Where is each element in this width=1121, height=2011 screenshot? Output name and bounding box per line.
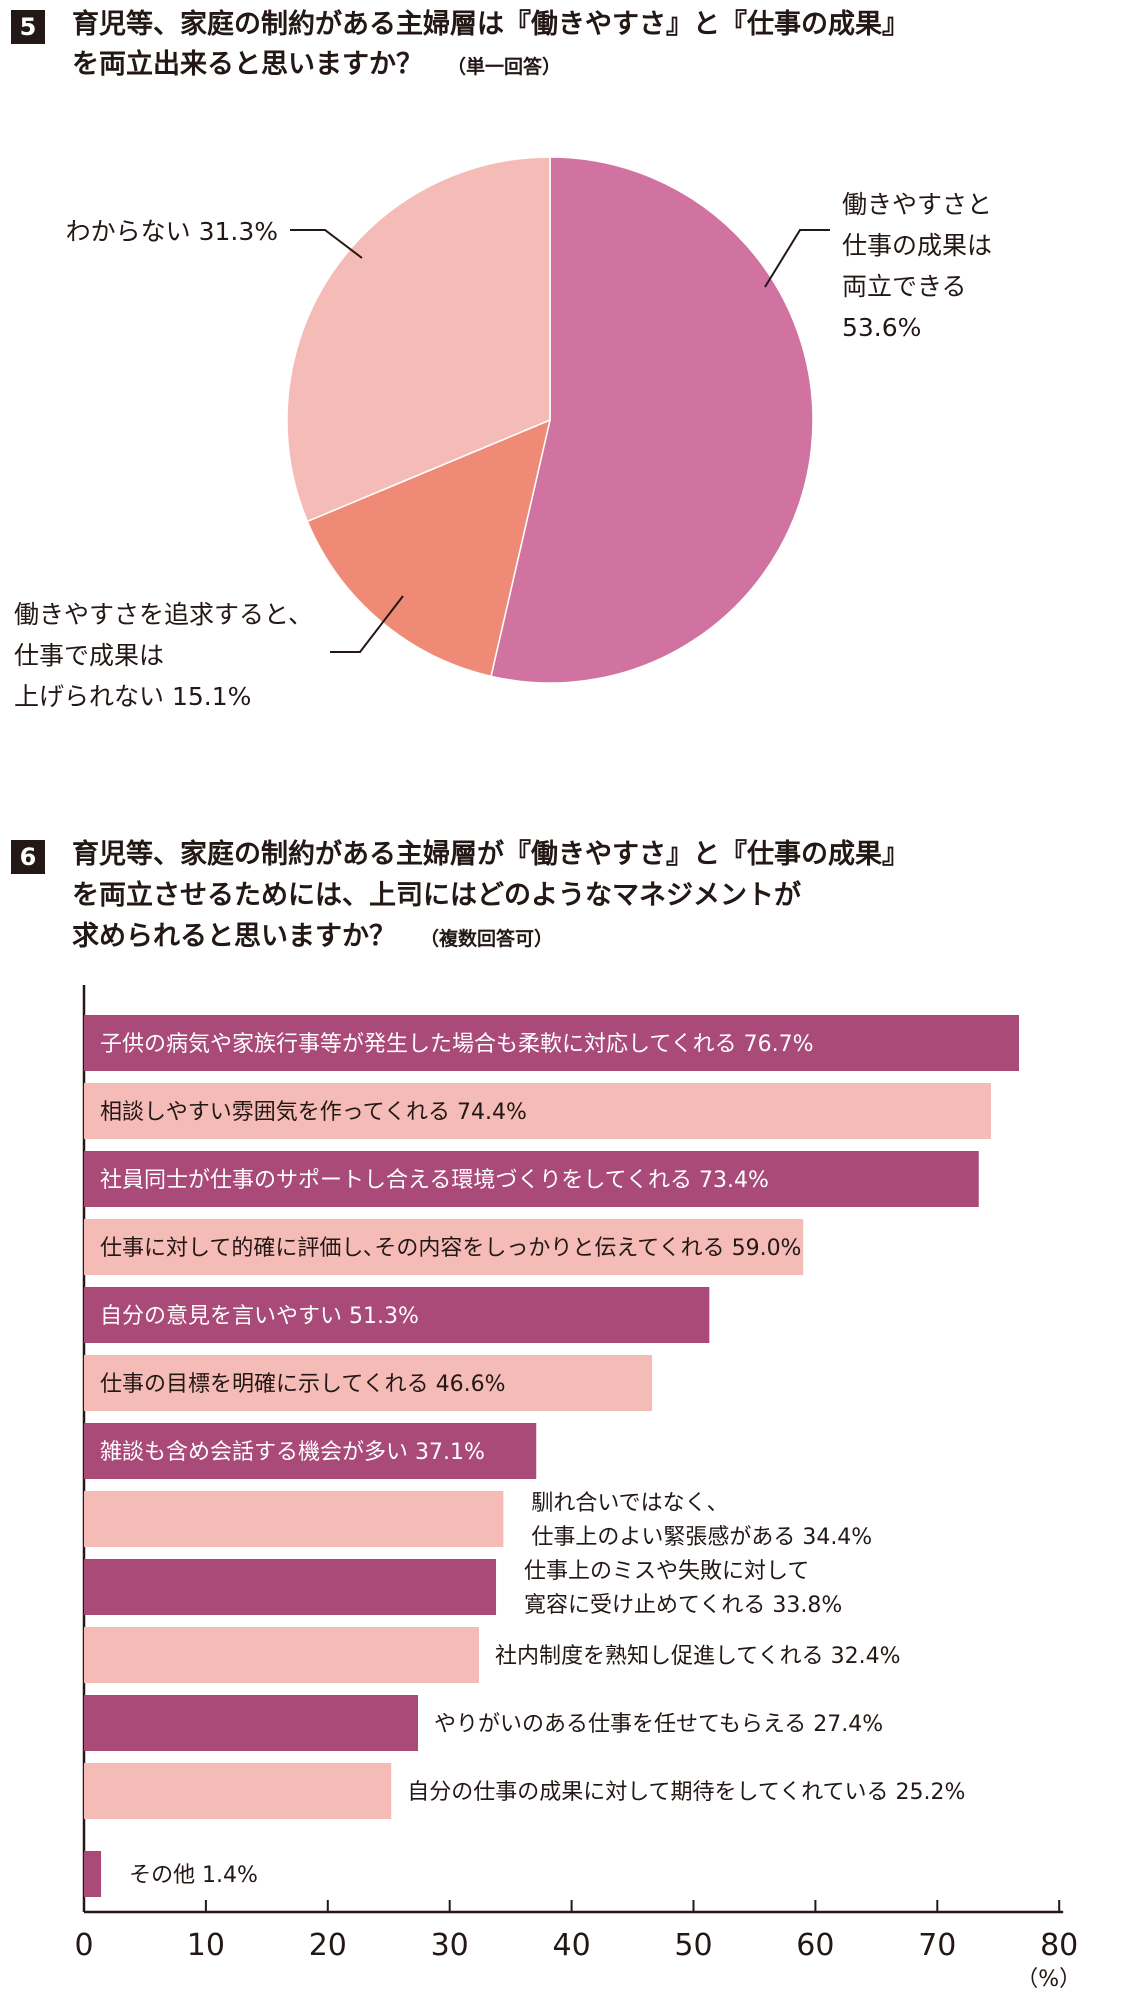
bar-10	[84, 1627, 479, 1683]
bar-label-line: 仕事の目標を明確に示してくれる 46.6%	[100, 1372, 506, 1397]
bar-2	[84, 1083, 991, 1139]
q6-title-line2: を両立させるためには、上司にはどのようなマネジメントが	[72, 880, 801, 911]
q6-number: 6	[11, 840, 45, 874]
q5-note: （単一回答）	[447, 56, 562, 78]
pie-leader-line-3	[290, 229, 363, 259]
bar-label-line: 寛容に受け止めてくれる 33.8%	[524, 1593, 842, 1618]
pie-label-line: 働きやすさと	[842, 190, 992, 219]
bar-label-4: 仕事に対して的確に評価し､その内容をしっかりと伝えてくれる 59.0%	[100, 1236, 801, 1261]
bar-1	[84, 1015, 1019, 1071]
x-tick-label: 80	[1040, 1928, 1078, 1963]
bar-label-13: その他 1.4%	[129, 1863, 258, 1888]
bar-label-line: 仕事上のミスや失敗に対して	[524, 1559, 809, 1584]
bar-label-line: 自分の意見を言いやすい 51.3%	[100, 1304, 419, 1329]
bar-label-line: 社員同士が仕事のサポートし合える環境づくりをしてくれる 73.4%	[100, 1168, 769, 1193]
bar-label-1: 子供の病気や家族行事等が発生した場合も柔軟に対応してくれる 76.7%	[100, 1032, 814, 1057]
pie-label-line: 仕事で成果は	[14, 641, 164, 670]
pie-label-line: 上げられない 15.1%	[14, 682, 251, 711]
bar-13	[84, 1851, 102, 1897]
q6-note: （複数回答可）	[420, 928, 554, 950]
bar-label-line: 社内制度を熟知し促進してくれる 32.4%	[495, 1644, 901, 1669]
pie-label-line: 53.6%	[842, 313, 921, 342]
pie-label-line: 働きやすさを追求すると、	[14, 600, 313, 629]
bar-label-2: 相談しやすい雰囲気を作ってくれる 74.4%	[100, 1100, 527, 1125]
pie-label-line: わからない 31.3%	[66, 217, 278, 246]
bar-label-line: 自分の仕事の成果に対して期待をしてくれている 25.2%	[407, 1780, 965, 1805]
bar-4	[84, 1219, 804, 1275]
bar-5	[84, 1287, 710, 1343]
bar-label-9: 仕事上のミスや失敗に対して寛容に受け止めてくれる 33.8%	[524, 1559, 842, 1618]
x-tick-label: 40	[553, 1928, 591, 1963]
bar-label-line: やりがいのある仕事を任せてもらえる 27.4%	[434, 1712, 883, 1737]
bar-chart: 子供の病気や家族行事等が発生した場合も柔軟に対応してくれる 76.7% 相談しやす…	[74, 985, 1081, 1992]
bar-label-10: 社内制度を熟知し促進してくれる 32.4%	[495, 1644, 901, 1669]
x-tick-label: 30	[431, 1928, 469, 1963]
bar-label-line: 雑談も含め会話する機会が多い 37.1%	[100, 1440, 485, 1465]
x-tick-label: 0	[74, 1928, 93, 1963]
pie-label-line: 両立できる	[842, 272, 967, 301]
bar-label-line: 仕事上のよい緊張感がある 34.4%	[531, 1525, 872, 1550]
q5-title-line2-wrap: を両立出来ると思いますか？ （単一回答）	[72, 46, 561, 86]
bar-11	[84, 1695, 419, 1751]
bar-label-line: 子供の病気や家族行事等が発生した場合も柔軟に対応してくれる 76.7%	[100, 1032, 814, 1057]
pie-label-2: 働きやすさを追求すると、仕事で成果は上げられない 15.1%	[14, 600, 313, 711]
bar-12	[84, 1763, 392, 1819]
bar-9	[84, 1559, 497, 1615]
pie-label-1: 働きやすさと仕事の成果は両立できる 53.6%	[842, 190, 992, 342]
bar-label-line: 仕事に対して的確に評価し､その内容をしっかりと伝えてくれる 59.0%	[100, 1236, 801, 1261]
bar-label-5: 自分の意見を言いやすい 51.3%	[100, 1304, 419, 1329]
bar-label-7: 雑談も含め会話する機会が多い 37.1%	[100, 1440, 485, 1465]
bar-label-6: 仕事の目標を明確に示してくれる 46.6%	[100, 1372, 506, 1397]
x-tick-label: 60	[796, 1928, 834, 1963]
q6-title-line1: 育児等、家庭の制約がある主婦層が『働きやすさ』と『仕事の成果』	[72, 839, 909, 870]
bar-3	[84, 1151, 979, 1207]
x-unit-label: （%）	[1016, 1967, 1081, 1992]
q5-header: 5 育児等、家庭の制約がある主婦層は『働きやすさ』と『仕事の成果』 を両立出来る…	[0, 0, 1121, 100]
pie-leader-line-1	[764, 229, 830, 288]
bar-7	[84, 1423, 537, 1479]
pie-chart: 働きやすさと仕事の成果は両立できる 53.6% 働きやすさを追求すると、仕事で成果は…	[14, 156, 992, 711]
x-tick-label: 70	[918, 1928, 956, 1963]
pie-label-line: 仕事の成果は	[842, 231, 992, 260]
pie-leader-line-2	[330, 595, 404, 653]
pie-label-3: わからない 31.3%	[66, 217, 278, 246]
q6-title-line3-wrap: 求められると思いますか？ （複数回答可）	[72, 918, 553, 958]
bar-label-3: 社員同士が仕事のサポートし合える環境づくりをしてくれる 73.4%	[100, 1168, 769, 1193]
bar-label-line: 馴れ合いではなく、	[531, 1491, 728, 1516]
x-tick-label: 10	[187, 1928, 225, 1963]
x-tick-label: 50	[674, 1928, 712, 1963]
bar-6	[84, 1355, 653, 1411]
pie-slice-1	[490, 156, 814, 684]
bar-label-line: 相談しやすい雰囲気を作ってくれる 74.4%	[100, 1100, 527, 1125]
pie-slice-3	[286, 156, 551, 523]
bar-label-8: 馴れ合いではなく、仕事上のよい緊張感がある 34.4%	[531, 1491, 872, 1550]
bar-label-line: その他 1.4%	[129, 1863, 258, 1888]
q5-title-line2: を両立出来ると思いますか？	[72, 49, 423, 80]
bar-8	[84, 1491, 504, 1547]
pie-slice-2	[306, 418, 552, 678]
x-tick-label: 20	[309, 1928, 347, 1963]
q5-number: 5	[11, 10, 45, 44]
q5-title-line1: 育児等、家庭の制約がある主婦層は『働きやすさ』と『仕事の成果』	[72, 9, 909, 40]
bar-label-12: 自分の仕事の成果に対して期待をしてくれている 25.2%	[407, 1780, 965, 1805]
q6-title-line3: 求められると思いますか？	[72, 921, 396, 952]
bar-label-11: やりがいのある仕事を任せてもらえる 27.4%	[434, 1712, 883, 1737]
q6-header: 6 育児等、家庭の制約がある主婦層が『働きやすさ』と『仕事の成果』 を両立させる…	[0, 830, 1121, 970]
